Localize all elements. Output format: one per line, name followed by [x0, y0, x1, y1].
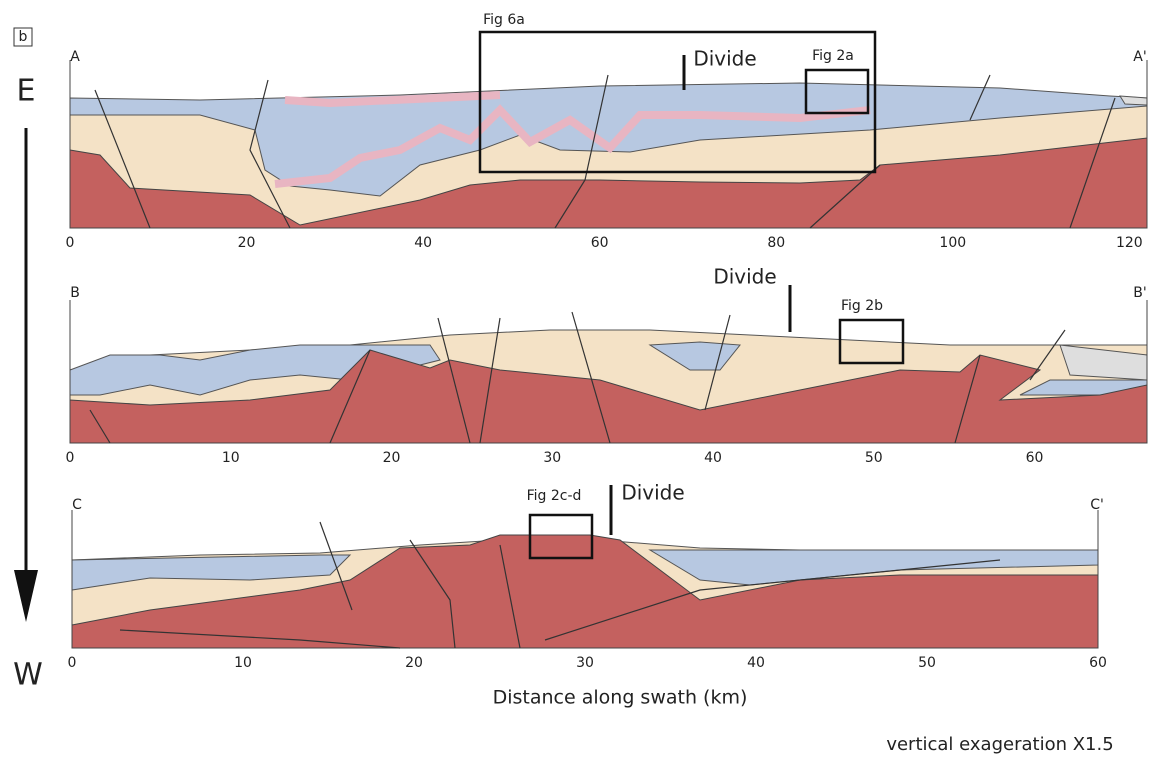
x-tick-label: 20 — [238, 235, 256, 251]
fault — [969, 74, 991, 121]
fault — [319, 521, 353, 611]
x-axis-label: Distance along swath (km) — [493, 687, 748, 709]
layer-pink — [274, 104, 871, 188]
fault — [809, 164, 881, 229]
layer-blue — [69, 344, 441, 396]
section-end: B' — [1133, 285, 1146, 301]
x-tick-label: 120 — [1116, 235, 1143, 251]
x-tick-label: 40 — [704, 450, 722, 466]
section-a: A A' Fig 6a Divide Fig 2a — [69, 12, 1148, 229]
direction-arrow-head — [14, 570, 38, 622]
section-b: B B' Divide Fig 2b — [69, 265, 1148, 444]
fault — [89, 409, 111, 444]
x-tick-label: 40 — [414, 235, 432, 251]
x-tick-label: 10 — [222, 450, 240, 466]
x-tick-label: 10 — [234, 655, 252, 671]
fault — [329, 349, 371, 444]
panel-label: b — [19, 29, 28, 45]
fault — [479, 317, 501, 444]
figure-box — [838, 318, 905, 365]
x-tick-label: 50 — [918, 655, 936, 671]
basement — [69, 349, 1148, 444]
section-end: C' — [1090, 497, 1104, 513]
fault — [409, 539, 456, 649]
fault — [704, 314, 731, 411]
annotation: Fig 6a — [483, 12, 525, 28]
x-tick-label: 20 — [383, 450, 401, 466]
x-tick-label: 50 — [865, 450, 883, 466]
x-tick-label: 30 — [543, 450, 561, 466]
fault — [571, 311, 611, 444]
fault — [1029, 329, 1066, 381]
annotation: Fig 2a — [812, 48, 854, 64]
annotation: Divide — [621, 481, 684, 505]
fault — [94, 89, 151, 229]
fault — [554, 74, 609, 229]
annotation: Divide — [713, 265, 776, 289]
fault — [437, 317, 471, 444]
fault — [544, 559, 1001, 641]
figure-box — [478, 30, 877, 174]
section-end: A' — [1133, 49, 1146, 65]
x-tick-label: 80 — [767, 235, 785, 251]
x-tick-label: 60 — [1089, 655, 1107, 671]
x-tick-label: 100 — [939, 235, 966, 251]
fault — [1069, 97, 1116, 229]
x-tick-label: 40 — [747, 655, 765, 671]
direction-top: E — [17, 74, 36, 109]
fault — [249, 79, 291, 229]
note: vertical exageration X1.5 — [886, 734, 1113, 755]
direction-bottom: W — [13, 658, 43, 693]
fault — [954, 354, 981, 444]
fault — [499, 544, 521, 649]
x-tick-label: 0 — [68, 655, 77, 671]
x-tick-label: 20 — [405, 655, 423, 671]
fault — [119, 629, 401, 649]
x-tick-label: 30 — [576, 655, 594, 671]
annotation: Fig 2b — [841, 298, 883, 314]
layer-blue — [71, 554, 352, 591]
x-tick-label: 60 — [591, 235, 609, 251]
panel-label-box — [13, 27, 33, 47]
layer-pink — [284, 91, 501, 108]
x-tick-label: 60 — [1026, 450, 1044, 466]
annotation: Fig 2c-d — [527, 488, 582, 504]
section-start: B — [70, 285, 80, 301]
figure-box — [804, 68, 870, 115]
section-c: C C' Fig 2c-d Divide — [71, 481, 1104, 649]
section-start: A — [70, 49, 80, 65]
section-start: C — [72, 497, 82, 513]
figure-box — [528, 513, 594, 560]
x-tick-label: 0 — [66, 235, 75, 251]
x-tick-label: 0 — [66, 450, 75, 466]
annotation: Divide — [693, 47, 756, 71]
